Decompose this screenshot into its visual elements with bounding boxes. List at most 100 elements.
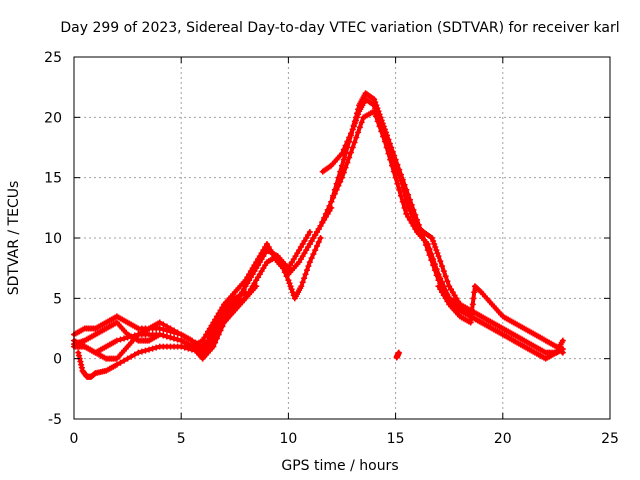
data-point-marker bbox=[253, 277, 260, 284]
data-point-marker bbox=[342, 150, 349, 157]
data-point-marker bbox=[379, 120, 386, 127]
data-point-marker bbox=[349, 144, 356, 151]
data-point-marker bbox=[440, 283, 447, 290]
data-point-marker bbox=[352, 114, 359, 121]
data-point-marker bbox=[339, 174, 345, 181]
x-tick-label: 5 bbox=[177, 431, 186, 447]
data-point-marker bbox=[351, 118, 358, 125]
data-point-marker bbox=[222, 316, 229, 323]
y-tick-label: -5 bbox=[48, 412, 62, 428]
data-point-marker bbox=[244, 280, 251, 287]
data-point-marker bbox=[212, 322, 219, 329]
data-point-marker bbox=[276, 257, 283, 264]
data-point-marker bbox=[389, 148, 396, 155]
data-point-marker bbox=[451, 292, 458, 299]
data-point-marker bbox=[315, 239, 322, 246]
data-point-marker bbox=[308, 255, 315, 262]
data-point-marker bbox=[437, 275, 444, 282]
data-point-marker bbox=[299, 279, 306, 286]
y-tick-label: 0 bbox=[53, 352, 62, 368]
data-points bbox=[71, 90, 566, 380]
data-point-marker bbox=[331, 190, 338, 197]
series-track-peak-c bbox=[328, 108, 566, 362]
data-point-marker bbox=[382, 129, 389, 136]
data-point-marker bbox=[339, 162, 345, 169]
data-point-marker bbox=[160, 321, 167, 328]
data-point-marker bbox=[437, 258, 444, 265]
data-point-marker bbox=[439, 263, 446, 270]
series-track-tail bbox=[435, 283, 566, 356]
data-point-marker bbox=[281, 269, 288, 276]
data-point-marker bbox=[199, 337, 206, 344]
data-point-marker bbox=[315, 225, 322, 232]
data-point-marker bbox=[558, 348, 565, 355]
data-point-marker bbox=[262, 250, 269, 257]
data-point-marker bbox=[330, 194, 337, 201]
data-point-marker bbox=[405, 191, 412, 198]
y-tick-label: 10 bbox=[44, 231, 62, 247]
data-point-marker bbox=[288, 259, 295, 266]
data-point-marker bbox=[156, 325, 163, 332]
data-point-marker bbox=[468, 313, 475, 320]
x-tick-label: 20 bbox=[494, 431, 512, 447]
data-point-marker bbox=[396, 166, 403, 173]
data-point-marker bbox=[117, 359, 124, 366]
data-point-marker bbox=[288, 286, 295, 293]
data-point-marker bbox=[301, 275, 308, 282]
data-point-marker bbox=[242, 283, 249, 290]
data-point-marker bbox=[389, 162, 396, 169]
data-point-marker bbox=[342, 164, 349, 171]
x-tick-label: 25 bbox=[601, 431, 619, 447]
data-point-marker bbox=[317, 222, 324, 229]
data-point-marker bbox=[302, 271, 309, 278]
data-point-marker bbox=[435, 283, 442, 290]
data-point-marker bbox=[392, 174, 399, 181]
data-point-marker bbox=[306, 228, 313, 235]
data-point-marker bbox=[146, 346, 153, 353]
data-point-marker bbox=[317, 235, 324, 241]
data-point-marker bbox=[378, 117, 385, 124]
data-point-marker bbox=[435, 271, 442, 278]
y-tick-label: 25 bbox=[44, 50, 62, 66]
data-point-marker bbox=[397, 171, 404, 178]
data-point-marker bbox=[171, 335, 178, 342]
data-point-marker bbox=[399, 176, 406, 183]
data-point-marker bbox=[415, 221, 422, 228]
data-point-marker bbox=[372, 99, 379, 106]
data-point-marker bbox=[374, 105, 381, 112]
data-point-marker bbox=[299, 253, 306, 260]
series-track-5 bbox=[71, 283, 260, 362]
data-point-marker bbox=[208, 329, 215, 336]
data-point-marker bbox=[296, 259, 303, 266]
data-point-marker bbox=[258, 256, 265, 263]
data-point-marker bbox=[224, 313, 231, 320]
data-point-marker bbox=[446, 283, 453, 290]
data-point-marker bbox=[335, 182, 342, 189]
data-point-marker bbox=[206, 333, 213, 340]
data-point-marker bbox=[217, 327, 224, 334]
data-point-marker bbox=[387, 156, 394, 163]
data-point-marker bbox=[303, 267, 310, 274]
data-point-marker bbox=[410, 222, 417, 229]
data-point-marker bbox=[439, 289, 446, 296]
data-point-marker bbox=[324, 206, 331, 213]
data-point-marker bbox=[156, 319, 163, 326]
data-point-marker bbox=[312, 247, 319, 254]
data-point-marker bbox=[391, 152, 398, 159]
data-point-marker bbox=[290, 256, 297, 263]
data-point-marker bbox=[433, 266, 440, 273]
data-point-marker bbox=[442, 287, 449, 294]
data-point-marker bbox=[205, 337, 211, 344]
data-point-marker bbox=[358, 119, 365, 126]
data-point-marker bbox=[260, 265, 267, 272]
x-tick-label: 15 bbox=[387, 431, 405, 447]
data-point-marker bbox=[429, 235, 436, 241]
data-point-marker bbox=[213, 335, 220, 342]
data-point-marker bbox=[221, 319, 228, 326]
data-point-marker bbox=[296, 247, 303, 254]
data-point-marker bbox=[163, 323, 170, 330]
data-point-marker bbox=[447, 286, 454, 293]
data-point-marker bbox=[160, 332, 167, 339]
data-point-marker bbox=[347, 149, 354, 156]
